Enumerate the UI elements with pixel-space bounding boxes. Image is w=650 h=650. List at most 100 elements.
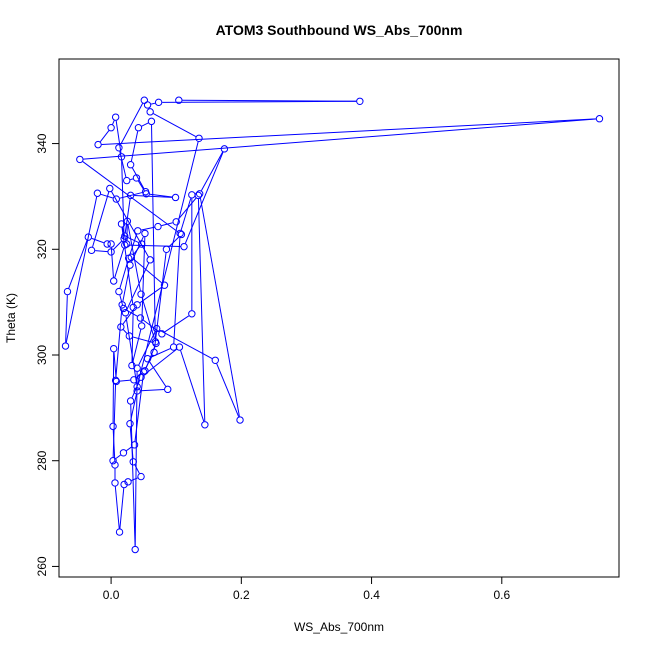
data-point bbox=[130, 441, 139, 449]
data-point bbox=[106, 184, 114, 193]
series-segment bbox=[113, 352, 117, 378]
series-segment bbox=[149, 361, 167, 387]
series-segment bbox=[114, 486, 120, 529]
series-segment bbox=[122, 268, 130, 302]
data-point bbox=[137, 472, 145, 481]
data-point bbox=[115, 287, 123, 296]
data-point bbox=[111, 479, 119, 487]
series-segment bbox=[130, 178, 134, 181]
x-tick-label: 0.2 bbox=[233, 588, 250, 602]
data-point bbox=[117, 323, 125, 331]
data-point bbox=[84, 233, 93, 241]
series-segment bbox=[216, 363, 240, 417]
data-point bbox=[220, 145, 229, 153]
series-segment bbox=[164, 315, 190, 333]
x-tick-label: 0.4 bbox=[363, 588, 380, 602]
series-segment bbox=[137, 141, 199, 384]
series-segment bbox=[139, 286, 162, 304]
series-segment bbox=[143, 348, 177, 376]
series-segment bbox=[95, 250, 108, 253]
series-segment bbox=[110, 247, 114, 278]
data-point bbox=[76, 155, 84, 164]
x-axis-label: WS_Abs_700nm bbox=[294, 620, 384, 634]
series-segment bbox=[112, 352, 115, 423]
series-segment bbox=[126, 446, 132, 452]
series-segment bbox=[168, 236, 180, 248]
data-point bbox=[117, 153, 126, 161]
series-segment bbox=[129, 234, 138, 256]
series-segment bbox=[65, 295, 68, 343]
data-point bbox=[126, 397, 135, 405]
data-point bbox=[93, 189, 102, 197]
data-point bbox=[134, 124, 143, 132]
series-segment bbox=[83, 118, 596, 160]
series-segment bbox=[121, 160, 125, 236]
y-axis: 260 280 300 320 340 bbox=[35, 133, 60, 576]
series-segment bbox=[126, 262, 150, 310]
series-segment bbox=[162, 100, 357, 103]
data-point bbox=[146, 108, 154, 116]
series-lines bbox=[65, 99, 596, 546]
data-point bbox=[150, 348, 158, 357]
x-tick-label: 0.0 bbox=[103, 588, 120, 602]
data-point bbox=[94, 140, 102, 149]
data-point bbox=[211, 356, 219, 364]
data-point bbox=[133, 383, 141, 391]
data-point bbox=[141, 187, 150, 196]
x-tick-label: 0.6 bbox=[493, 588, 510, 602]
data-point bbox=[111, 461, 119, 469]
series-segment bbox=[130, 404, 136, 546]
series-segment bbox=[119, 192, 143, 199]
data-point bbox=[162, 245, 171, 253]
data-point bbox=[132, 174, 141, 182]
series-segment bbox=[100, 193, 114, 199]
data-point bbox=[117, 220, 126, 228]
data-point bbox=[111, 113, 120, 121]
y-axis-label: Theta (K) bbox=[4, 293, 18, 343]
series-segment bbox=[130, 394, 137, 421]
series-segment bbox=[131, 477, 138, 481]
data-point bbox=[103, 240, 111, 248]
series-points bbox=[61, 96, 604, 554]
series-segment bbox=[200, 151, 224, 191]
y-tick-label: 300 bbox=[35, 345, 49, 365]
data-point bbox=[188, 310, 196, 318]
series-segment bbox=[113, 240, 122, 250]
data-point bbox=[356, 97, 364, 105]
series-segment bbox=[112, 383, 117, 458]
series-segment bbox=[115, 120, 122, 154]
series-segment bbox=[199, 197, 240, 417]
series-segment bbox=[159, 329, 213, 360]
series-segment bbox=[91, 237, 104, 244]
series-segment bbox=[92, 191, 110, 248]
data-point bbox=[154, 98, 163, 107]
data-point bbox=[119, 304, 128, 313]
series-segment bbox=[134, 375, 144, 442]
data-point bbox=[121, 309, 130, 317]
data-point bbox=[109, 277, 118, 285]
series-segment bbox=[119, 488, 125, 529]
data-point bbox=[115, 144, 123, 152]
series-segment bbox=[65, 196, 98, 343]
data-point bbox=[154, 222, 162, 231]
data-point bbox=[195, 134, 203, 142]
series-segment bbox=[180, 198, 192, 231]
data-point bbox=[129, 303, 137, 312]
series-segment bbox=[119, 151, 127, 178]
data-point bbox=[195, 190, 204, 198]
data-point bbox=[180, 242, 188, 251]
data-point bbox=[123, 176, 131, 185]
series-segment bbox=[112, 120, 115, 125]
series-segment bbox=[197, 198, 206, 422]
data-point bbox=[133, 301, 141, 309]
series-segment bbox=[180, 350, 205, 422]
series-segment bbox=[133, 259, 163, 284]
data-point bbox=[124, 478, 132, 486]
data-point bbox=[63, 287, 72, 296]
data-point bbox=[125, 332, 134, 340]
series-segment bbox=[119, 379, 131, 382]
data-point bbox=[595, 115, 604, 123]
series-segment bbox=[82, 161, 179, 233]
data-point bbox=[111, 376, 120, 385]
series-segment bbox=[119, 261, 129, 289]
